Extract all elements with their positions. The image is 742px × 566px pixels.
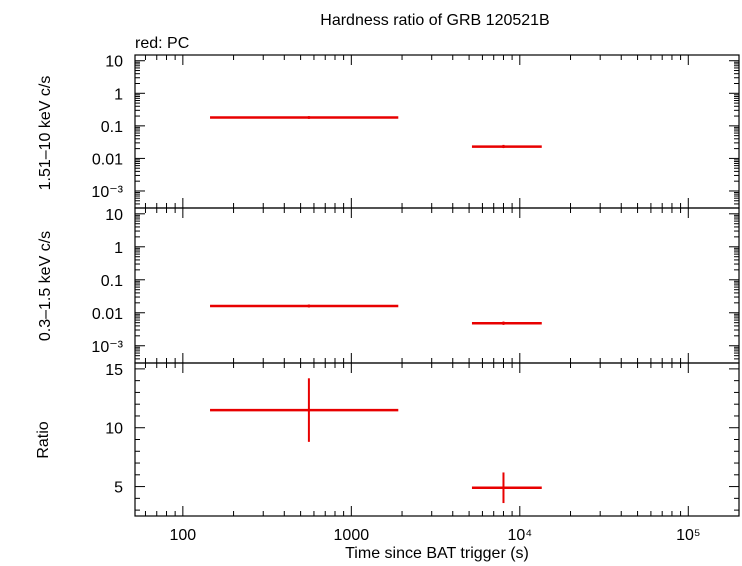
panel-soft-ticks: 10 1 0.1 0.01 10⁻³ [91,207,739,364]
x-tick-label: 10⁴ [507,527,532,544]
y-tick-label: 0.1 [101,273,123,290]
panel-ratio-marks [210,378,542,504]
y-tick-label: 0.01 [92,151,123,168]
y-tick-label: 10 [105,54,123,71]
panel-hard-marks [210,116,542,149]
y-tick-label: 0.01 [92,306,123,323]
y-tick-label: 10⁻³ [91,184,123,201]
chart-title: Hardness ratio of GRB 120521B [320,12,549,29]
x-tick-label: 100 [169,527,196,544]
panel-hard: 10 1 0.1 0.01 10⁻³ 1.51–10 keV c/s [37,54,740,209]
y-tick-label: 10 [105,421,123,438]
data-point [307,304,311,308]
panel-soft-frame [134,207,740,364]
panel-hard-ylabel: 1.51–10 keV c/s [37,76,54,191]
panel-ratio-ylabel: Ratio [35,421,52,458]
y-tick-label: 15 [105,362,123,379]
panel-ratio-ticks: 15 10 5 [105,362,739,516]
panel-soft-ylabel: 0.3–1.5 keV c/s [37,231,54,341]
panel-hard-frame [134,54,740,209]
legend-label: red: PC [135,35,189,52]
x-axis-tick-labels: 100 1000 10⁴ 10⁵ [169,527,700,544]
y-tick-label: 0.1 [101,119,123,136]
panel-hard-ticks: 10 1 0.1 0.01 10⁻³ [91,54,739,209]
y-tick-label: 5 [114,480,123,497]
y-tick-label: 10⁻³ [91,339,123,356]
x-tick-label: 1000 [334,527,370,544]
data-point [501,321,505,325]
panel-soft-marks [210,304,542,325]
data-point [501,486,505,490]
y-tick-label: 10 [105,207,123,224]
data-point [307,116,311,120]
data-point [501,145,505,149]
y-tick-label: 1 [114,86,123,103]
x-tick-label: 10⁵ [676,527,700,544]
x-axis-label: Time since BAT trigger (s) [345,545,529,562]
y-tick-label: 1 [114,240,123,257]
panel-ratio: 15 10 5 Ratio [35,362,740,517]
panel-ratio-frame [134,362,740,517]
data-point [307,408,311,412]
panel-soft: 10 1 0.1 0.01 10⁻³ 0.3–1.5 keV c/s [37,207,740,364]
